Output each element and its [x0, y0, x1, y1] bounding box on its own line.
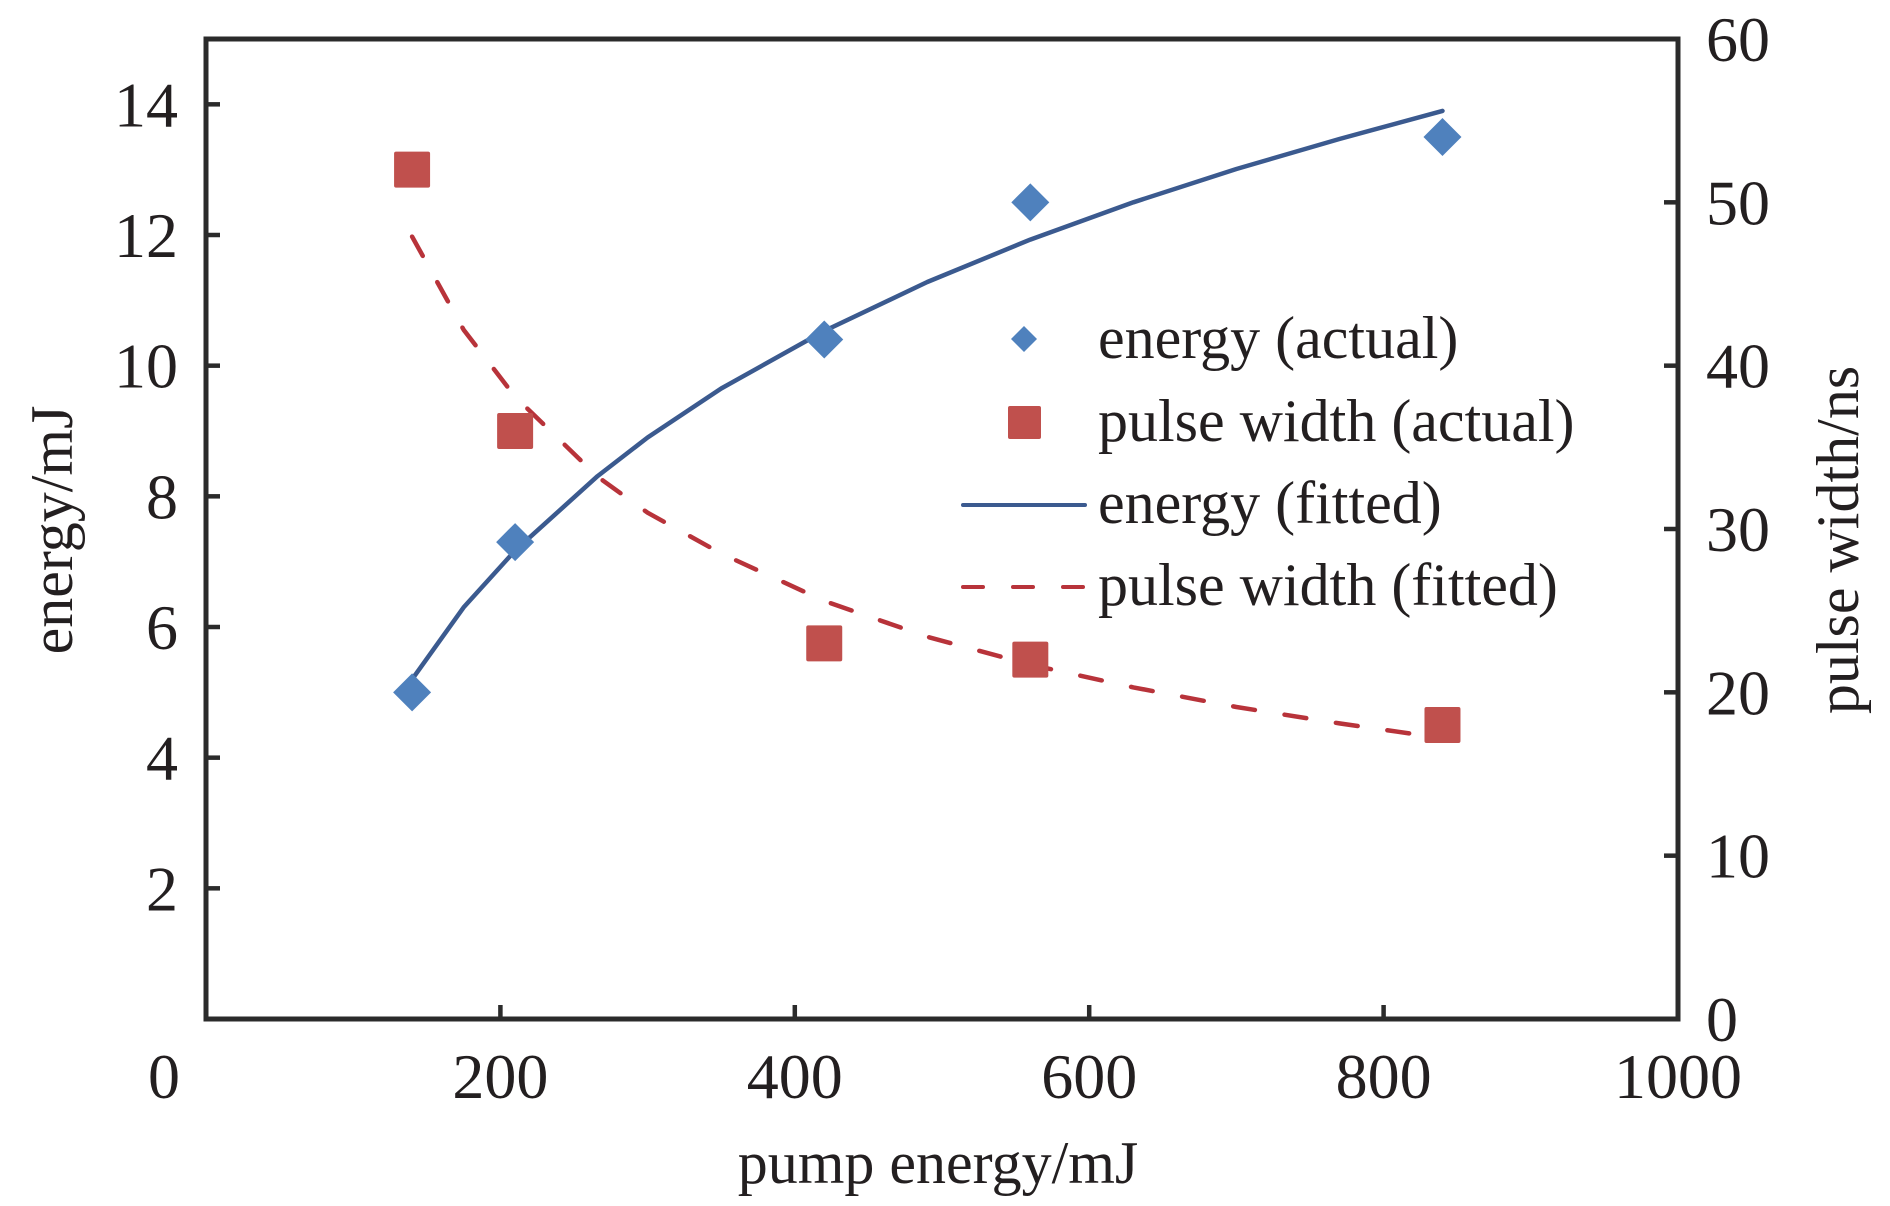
x-tick-label: 800 — [1336, 1041, 1432, 1112]
legend: energy (actual) pulse width (actual) ene… — [961, 305, 1575, 618]
data-point-diamond — [805, 320, 844, 359]
legend-square-marker-icon — [1008, 406, 1041, 439]
y2-tick-label: 30 — [1706, 494, 1770, 565]
data-point-diamond — [496, 523, 535, 562]
y-axis-right-title: pulse width/ns — [1805, 366, 1871, 714]
series-points-energy-actual — [393, 118, 1462, 712]
y-tick-label: 10 — [114, 331, 178, 402]
legend-label-pulse-width-actual: pulse width (actual) — [1098, 388, 1575, 454]
legend-diamond-marker-icon — [1011, 326, 1037, 352]
y2-tick-label: 40 — [1706, 331, 1770, 402]
legend-label-energy-fitted: energy (fitted) — [1098, 470, 1442, 536]
x-tick-label: 200 — [452, 1041, 548, 1112]
data-point-square — [1012, 641, 1049, 678]
y2-tick-label: 0 — [1706, 984, 1738, 1055]
y2-tick-label: 10 — [1706, 821, 1770, 892]
legend-item-energy-actual: energy (actual) — [1011, 305, 1458, 371]
x-tick-label: 1000 — [1614, 1041, 1742, 1112]
legend-label-pulse-width-fitted: pulse width (fitted) — [1098, 552, 1558, 618]
x-tick-label: 600 — [1041, 1041, 1137, 1112]
y-tick-label: 12 — [114, 200, 178, 271]
y-axis-left-title: energy/mJ — [19, 406, 85, 655]
x-axis-ticks: 0 200 400 600 800 1000 — [148, 1005, 1742, 1112]
series-points-pulse-width-actual — [394, 151, 1461, 743]
x-axis-title: pump energy/mJ — [738, 1130, 1139, 1196]
series-layer — [393, 108, 1462, 743]
y-axis-left-ticks: 2 4 6 8 10 12 14 — [114, 69, 220, 924]
legend-label-energy-actual: energy (actual) — [1098, 305, 1458, 371]
y-axis-right-ticks: 0 10 20 30 40 50 60 — [1664, 4, 1770, 1055]
data-point-square — [497, 413, 534, 449]
x-tick-label: 0 — [148, 1041, 180, 1112]
legend-item-energy-fitted: energy (fitted) — [961, 470, 1442, 536]
y-tick-label: 4 — [146, 723, 178, 794]
data-point-square — [1424, 707, 1461, 743]
data-point-diamond — [1011, 183, 1050, 222]
data-point-square — [394, 151, 431, 188]
y-tick-label: 6 — [146, 592, 178, 663]
y-tick-label: 2 — [146, 853, 178, 924]
legend-item-pulse-width-fitted: pulse width (fitted) — [961, 552, 1558, 618]
y2-tick-label: 60 — [1706, 4, 1770, 75]
y2-tick-label: 20 — [1706, 657, 1770, 728]
data-point-diamond — [1423, 118, 1462, 156]
y2-tick-label: 50 — [1706, 167, 1770, 238]
series-line-pulse-width-fitted — [409, 234, 1445, 741]
y-tick-label: 14 — [114, 69, 178, 140]
data-point-diamond — [393, 673, 432, 712]
y-tick-label: 8 — [146, 461, 178, 532]
legend-item-pulse-width-actual: pulse width (actual) — [1008, 388, 1575, 454]
data-point-square — [806, 625, 843, 662]
x-tick-label: 400 — [747, 1041, 843, 1112]
